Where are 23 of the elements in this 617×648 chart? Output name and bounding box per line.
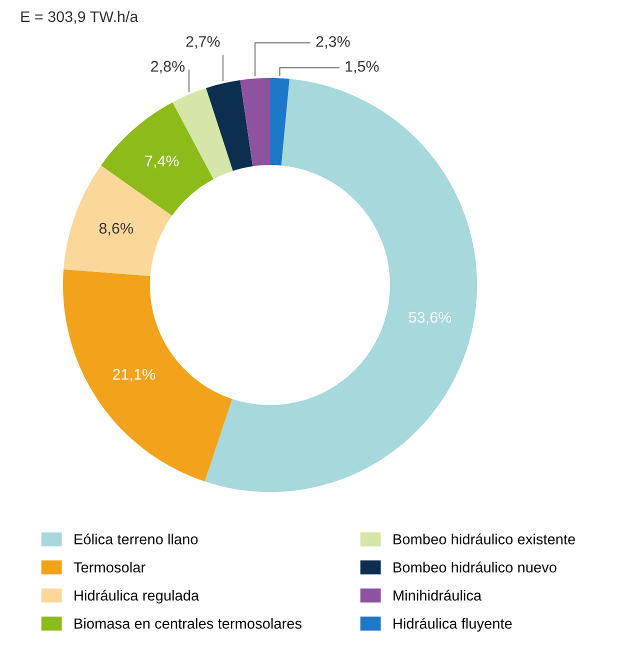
donut-slice xyxy=(270,78,290,166)
data-label: 21,1% xyxy=(112,368,156,382)
data-label: 8,6% xyxy=(99,222,134,236)
data-label: 53,6% xyxy=(408,312,452,325)
data-label: 2,3% xyxy=(316,36,350,49)
chart-title: E = 303,9 TW.h/a xyxy=(21,10,138,24)
data-label: 2,7% xyxy=(186,36,220,49)
legend-label: Bombeo hidráulico existente xyxy=(394,534,575,544)
donut-slice xyxy=(240,78,270,166)
legend-label: Minihidráulica xyxy=(394,590,482,601)
donut-slice xyxy=(63,269,232,482)
legend-label: Biomasa en centrales termosolares xyxy=(74,618,302,629)
donut-slice xyxy=(204,78,477,492)
legend-label: Hidráulica regulada xyxy=(74,590,200,604)
donut-slice xyxy=(101,102,214,216)
data-label: 2,8% xyxy=(151,60,185,74)
legend-label: Bombeo hidráulico nuevo xyxy=(394,562,556,573)
legend-label: Eólica terreno llano xyxy=(74,534,198,544)
donut-slice xyxy=(206,80,253,171)
data-label: 1,5% xyxy=(346,61,379,74)
data-label: 7,4% xyxy=(145,156,179,168)
legend-label: Termosolar xyxy=(74,562,146,573)
legend-label: Hidráulica fluyente xyxy=(394,618,512,632)
